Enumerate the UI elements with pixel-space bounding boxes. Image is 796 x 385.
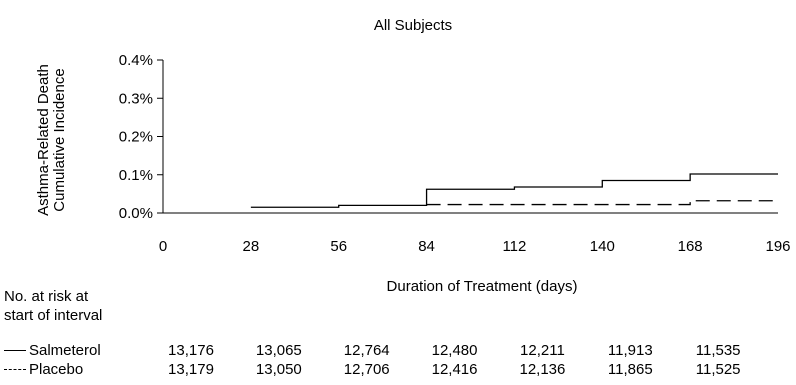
y-axis-label-line: Asthma-Related Death xyxy=(35,64,52,216)
x-axis: 0 28 56 84 112 140 168 196 xyxy=(159,212,791,255)
risk-cell: 11,525 xyxy=(695,361,741,378)
legend-line-swatch xyxy=(4,369,26,370)
series-line-placebo xyxy=(426,200,778,206)
y-tick-label: 0.4% xyxy=(119,52,153,69)
y-tick-label: 0.2% xyxy=(119,129,153,146)
risk-cell: 13,050 xyxy=(255,361,302,378)
risk-row-legend: Placebo xyxy=(4,361,83,378)
legend-line-swatch xyxy=(4,350,26,351)
x-tick-label: 28 xyxy=(243,238,260,255)
risk-row-salmeterol: Salmeterol 13,176 13,065 12,764 12,480 12,211… xyxy=(0,342,796,360)
risk-cell: 11,535 xyxy=(695,342,741,359)
risk-cell: 12,211 xyxy=(520,342,565,359)
y-tick-label: 0.1% xyxy=(119,167,153,184)
risk-cell: 13,176 xyxy=(168,342,214,359)
y-axis-label: Asthma-Related Death Cumulative Incidence xyxy=(35,64,68,216)
risk-cell: 13,065 xyxy=(255,342,302,359)
y-axis-label-line: Cumulative Incidence xyxy=(51,68,68,211)
risk-table-heading-line2: start of interval xyxy=(4,307,103,324)
risk-row-legend: Salmeterol xyxy=(4,342,101,359)
x-axis-label: Duration of Treatment (days) xyxy=(387,278,578,295)
y-axis: 0.0% 0.1% 0.2% 0.3% 0.4% xyxy=(119,52,164,222)
risk-cell: 13,179 xyxy=(168,361,214,378)
risk-cell: 12,480 xyxy=(431,342,478,359)
x-tick-label: 168 xyxy=(678,238,703,255)
risk-row-label: Placebo xyxy=(29,361,84,378)
x-tick-label: 56 xyxy=(330,238,347,255)
risk-cell: 12,416 xyxy=(431,361,478,378)
risk-cell: 11,913 xyxy=(607,342,653,359)
x-tick-label: 196 xyxy=(765,238,790,255)
risk-row-placebo: Placebo 13,179 13,050 12,706 12,416 12,136 11,… xyxy=(0,361,796,379)
risk-table-heading-line1: No. at risk at xyxy=(4,288,89,305)
risk-cell: 12,136 xyxy=(519,361,566,378)
chart-title: All Subjects xyxy=(374,17,452,34)
x-tick-label: 140 xyxy=(590,238,615,255)
y-tick-label: 0.3% xyxy=(119,90,153,107)
risk-row-label: Salmeterol xyxy=(29,342,101,359)
chart: All Subjects Asthma-Related Death Cumulat… xyxy=(35,17,791,295)
risk-cell: 12,764 xyxy=(343,342,390,359)
risk-table-heading: No. at risk at start of interval xyxy=(4,287,102,325)
risk-cell: 11,865 xyxy=(607,361,653,378)
risk-cell: 12,706 xyxy=(343,361,390,378)
x-tick-label: 84 xyxy=(418,238,435,255)
y-tick-label: 0.0% xyxy=(119,205,153,222)
x-tick-label: 112 xyxy=(502,238,526,255)
x-tick-label: 0 xyxy=(159,238,167,255)
series-group xyxy=(250,173,778,208)
series-line-salmeterol xyxy=(250,173,778,208)
